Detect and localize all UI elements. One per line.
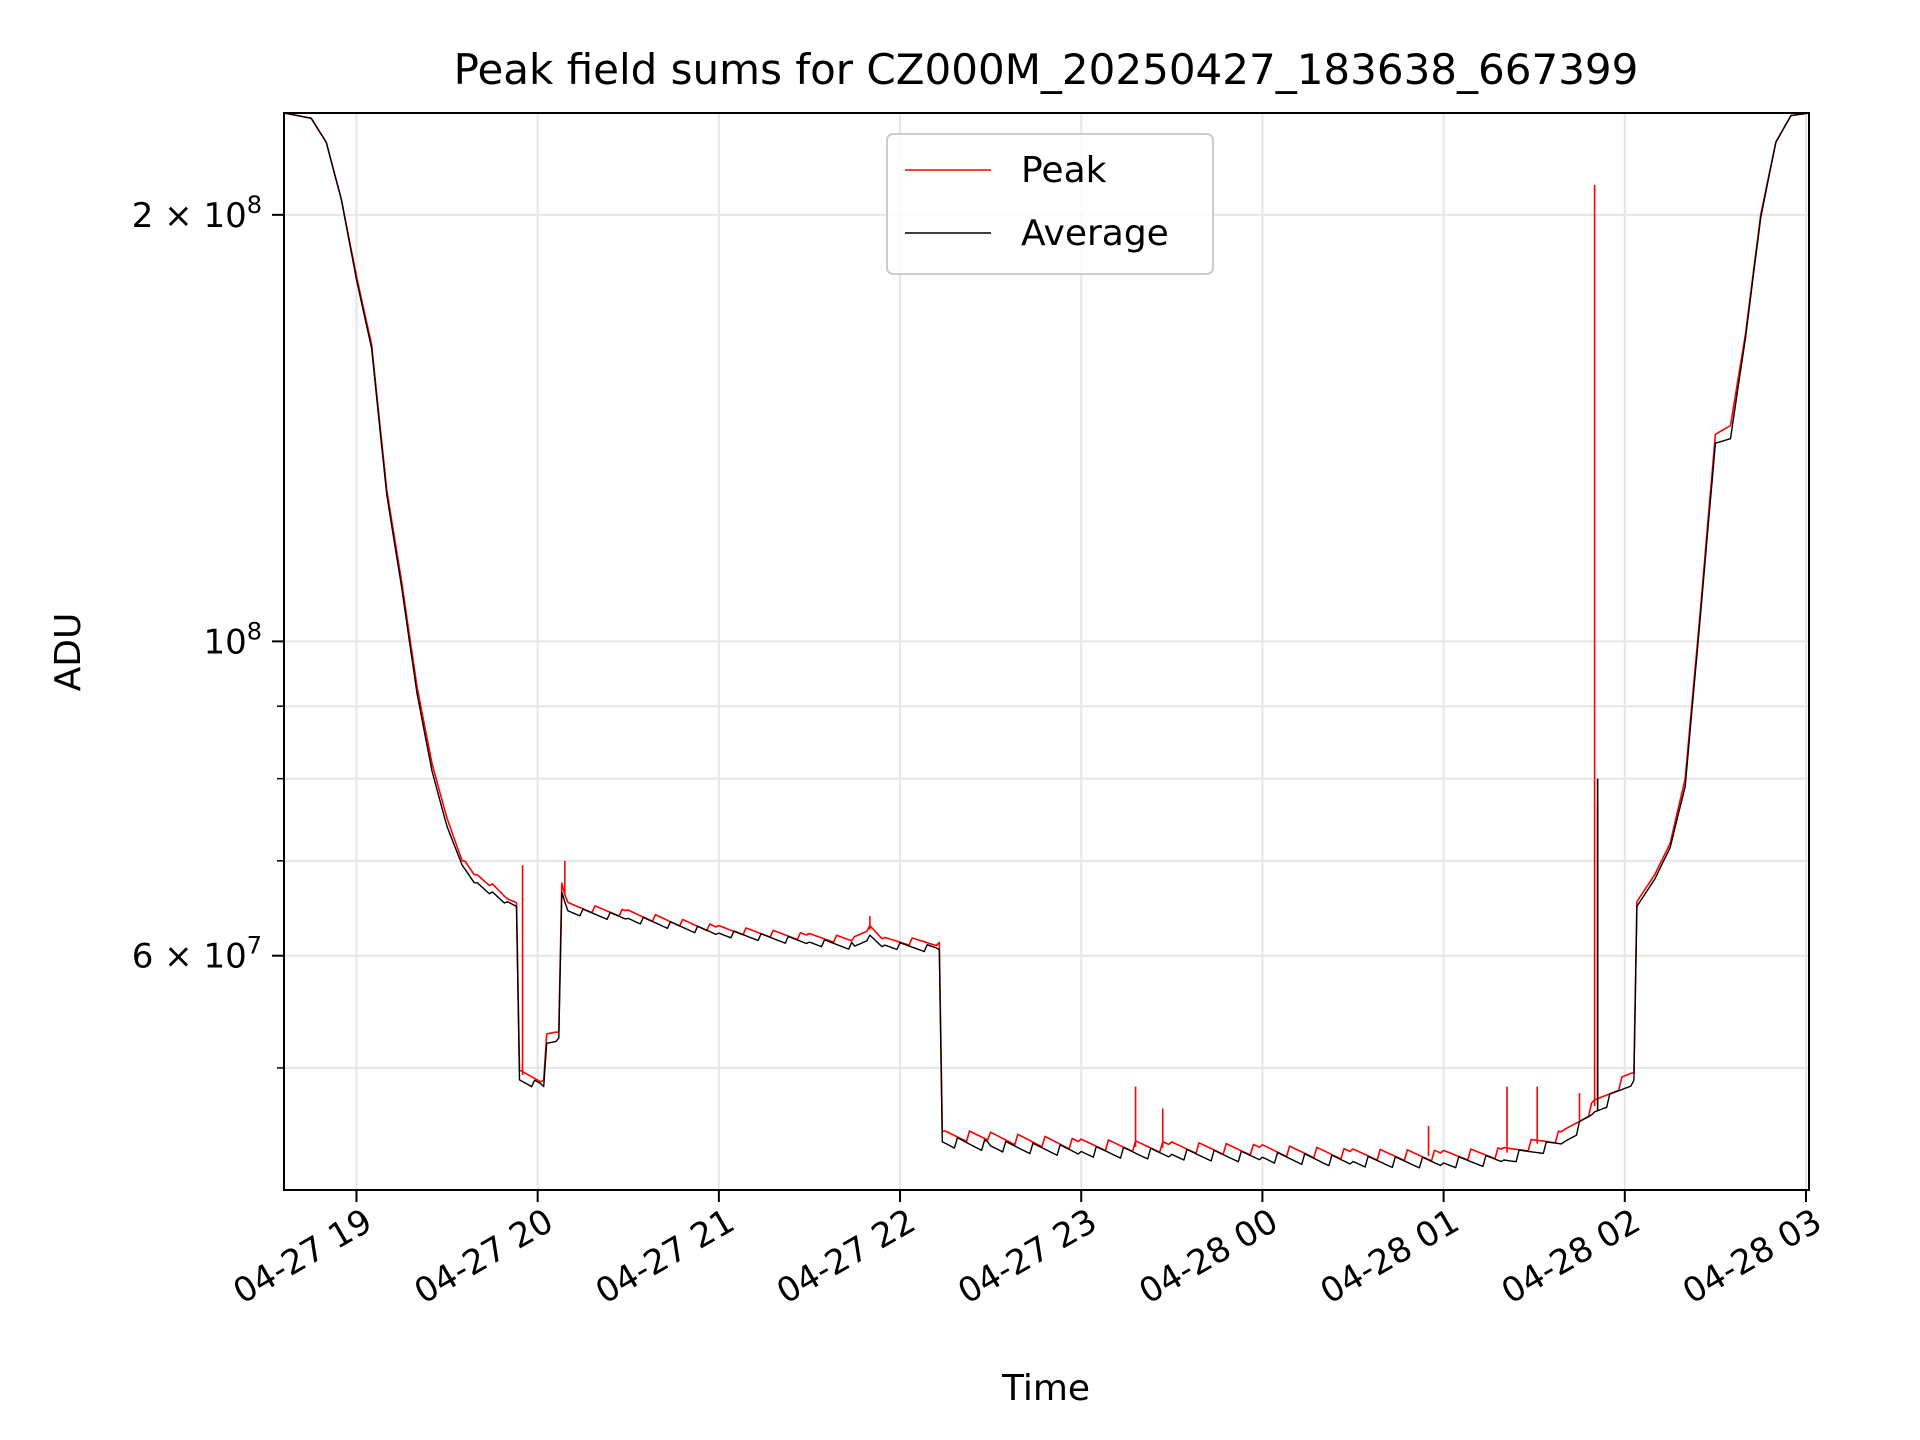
legend: Peak Average	[886, 133, 1214, 275]
legend-label-peak: Peak	[1021, 150, 1107, 191]
y-tick-label: 6 × 107	[132, 932, 262, 977]
y-axis: 2 × 108 108 6 × 107	[132, 191, 284, 1069]
x-axis-label: Time	[1001, 1368, 1090, 1409]
y-tick-label: 2 × 108	[132, 191, 262, 236]
plot-frame	[283, 112, 1810, 1191]
series-line-average	[283, 112, 1810, 1169]
chart-title: Peak field sums for CZ000M_20250427_1836…	[454, 45, 1639, 94]
legend-box	[886, 133, 1214, 275]
series-layer	[283, 112, 1810, 1169]
legend-label-average: Average	[1021, 213, 1169, 254]
y-axis-label: ADU	[48, 613, 89, 692]
y-tick-label: 108	[203, 617, 262, 662]
